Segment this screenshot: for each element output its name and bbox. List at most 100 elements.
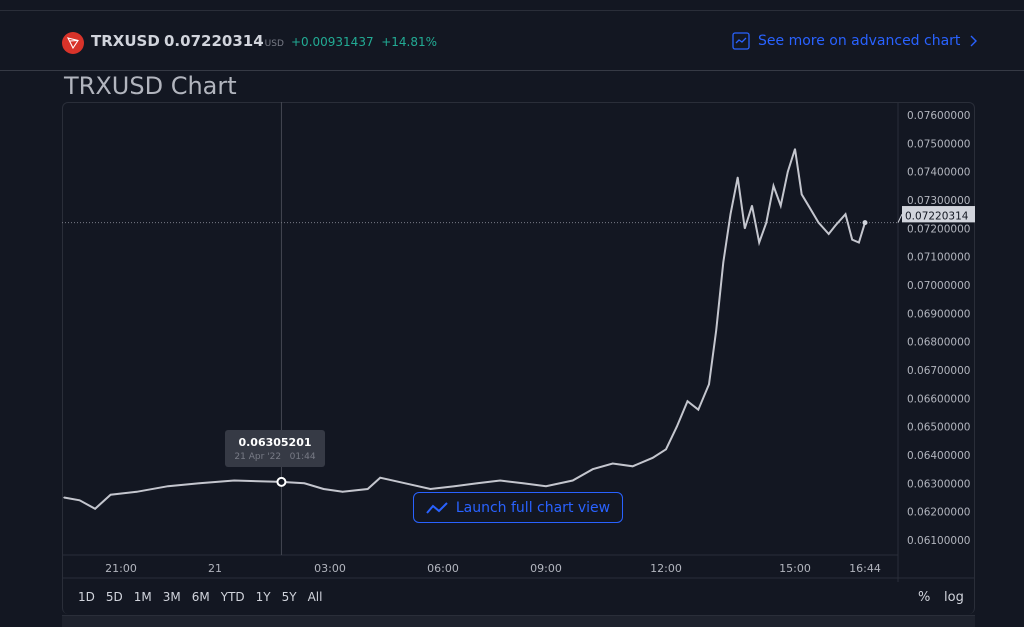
last-point-marker xyxy=(862,220,868,226)
data-point xyxy=(722,261,725,264)
symbol-header: TRXUSD 0.07220314USD +0.00931437 +14.81%… xyxy=(0,11,1024,71)
chevron-right-icon xyxy=(970,35,978,47)
data-point xyxy=(708,383,710,385)
x-tick-label: 03:00 xyxy=(314,562,346,575)
tron-logo-icon xyxy=(62,32,84,54)
period-ytd[interactable]: YTD xyxy=(220,590,245,604)
data-point xyxy=(744,227,746,230)
launch-full-chart-button[interactable]: Launch full chart view xyxy=(413,492,623,523)
data-point xyxy=(858,241,860,244)
period-1y[interactable]: 1Y xyxy=(255,590,271,604)
data-point xyxy=(851,238,854,241)
data-point xyxy=(697,408,700,411)
data-point xyxy=(794,148,796,150)
data-point xyxy=(827,233,830,235)
advanced-link-label: See more on advanced chart xyxy=(758,33,961,49)
crosshair-marker xyxy=(276,476,287,487)
data-point xyxy=(198,482,201,485)
data-point xyxy=(366,488,369,490)
tooltip-value: 0.06305201 xyxy=(238,436,312,449)
x-tick-label: 12:00 xyxy=(650,562,682,575)
price-value: 0.07220314 xyxy=(164,32,264,50)
x-tick-label: 21 xyxy=(208,562,222,575)
data-point xyxy=(807,204,810,207)
price-chart[interactable]: 0.07600000 0.07500000 0.07400000 0.07300000… xyxy=(62,102,975,582)
data-point xyxy=(78,499,81,502)
tooltip-datetime: 21 Apr '22 01:44 xyxy=(234,452,316,462)
x-tick-label: 15:00 xyxy=(779,562,811,575)
data-point xyxy=(772,185,775,187)
data-point xyxy=(109,493,112,496)
data-point xyxy=(522,482,524,485)
data-point xyxy=(665,448,667,451)
data-point xyxy=(765,221,768,224)
data-point xyxy=(379,476,382,479)
bottom-panel xyxy=(62,615,975,627)
data-point xyxy=(611,462,614,465)
change-pct: +14.81% xyxy=(381,35,438,49)
log-scale-button[interactable]: log xyxy=(944,590,964,605)
data-point xyxy=(476,482,479,485)
data-point xyxy=(571,479,574,482)
data-point xyxy=(404,482,407,485)
current-price: 0.07220314USD xyxy=(164,32,284,50)
currency: USD xyxy=(264,39,284,49)
period-3m[interactable]: 3M xyxy=(162,590,181,604)
period-selector: 1D 5D 1M 3M 6M YTD 1Y 5Y All xyxy=(78,590,322,604)
data-point xyxy=(499,479,502,482)
period-6m[interactable]: 6M xyxy=(191,590,210,604)
advanced-chart-link[interactable]: See more on advanced chart xyxy=(732,32,978,50)
data-point xyxy=(453,485,456,487)
data-point xyxy=(651,457,654,459)
price-change: +0.00931437 +14.81% xyxy=(291,35,437,49)
y-tick-label: 0.07600000 xyxy=(907,110,970,122)
data-point xyxy=(844,213,847,216)
period-5y[interactable]: 5Y xyxy=(281,590,297,604)
period-5d[interactable]: 5D xyxy=(105,590,123,604)
period-1d[interactable]: 1D xyxy=(78,590,95,604)
data-point xyxy=(167,485,169,487)
data-point xyxy=(686,400,689,402)
symbol-name: TRXUSD xyxy=(91,32,160,50)
chart-icon xyxy=(732,32,750,50)
y-tick-label: 0.06100000 xyxy=(907,535,970,547)
data-point xyxy=(591,468,594,470)
data-point xyxy=(787,170,789,173)
x-tick-label: 06:00 xyxy=(427,562,459,575)
data-point xyxy=(233,479,235,482)
x-tick-label: 09:00 xyxy=(530,562,562,575)
y-tick-label: 0.07500000 xyxy=(907,138,970,150)
y-tick-label: 0.06200000 xyxy=(907,507,970,519)
data-point xyxy=(429,488,432,490)
chart-card xyxy=(62,102,975,614)
percent-scale-button[interactable]: % xyxy=(918,590,931,605)
data-point xyxy=(135,491,138,493)
data-point xyxy=(545,485,547,487)
y-tick-label: 0.07300000 xyxy=(907,195,970,207)
last-price-connector xyxy=(897,213,903,223)
price-series-line xyxy=(63,148,866,511)
data-point xyxy=(715,329,717,332)
data-point xyxy=(834,224,837,227)
y-tick-label: 0.07000000 xyxy=(907,280,970,292)
trend-line-icon xyxy=(426,501,448,514)
y-tick-label: 0.06900000 xyxy=(907,308,970,320)
data-point xyxy=(779,204,782,207)
x-tick-label: 16:44 xyxy=(849,562,881,575)
last-price-label: 0.07220314 xyxy=(905,210,969,222)
y-tick-label: 0.07100000 xyxy=(907,252,970,264)
y-tick-label: 0.06300000 xyxy=(907,478,970,490)
y-tick-label: 0.06700000 xyxy=(907,365,970,377)
period-all[interactable]: All xyxy=(307,590,323,604)
y-tick-label: 0.06600000 xyxy=(907,393,970,405)
period-1m[interactable]: 1M xyxy=(133,590,152,604)
data-point xyxy=(322,488,325,490)
y-tick-label: 0.06400000 xyxy=(907,450,970,462)
last-price-badge xyxy=(902,206,975,223)
x-tick-label: 21:00 xyxy=(105,562,137,575)
data-point xyxy=(751,204,753,207)
data-point xyxy=(729,213,732,216)
y-tick-label: 0.06800000 xyxy=(907,337,970,349)
data-point xyxy=(341,491,344,493)
y-tick-label: 0.07200000 xyxy=(907,223,970,235)
